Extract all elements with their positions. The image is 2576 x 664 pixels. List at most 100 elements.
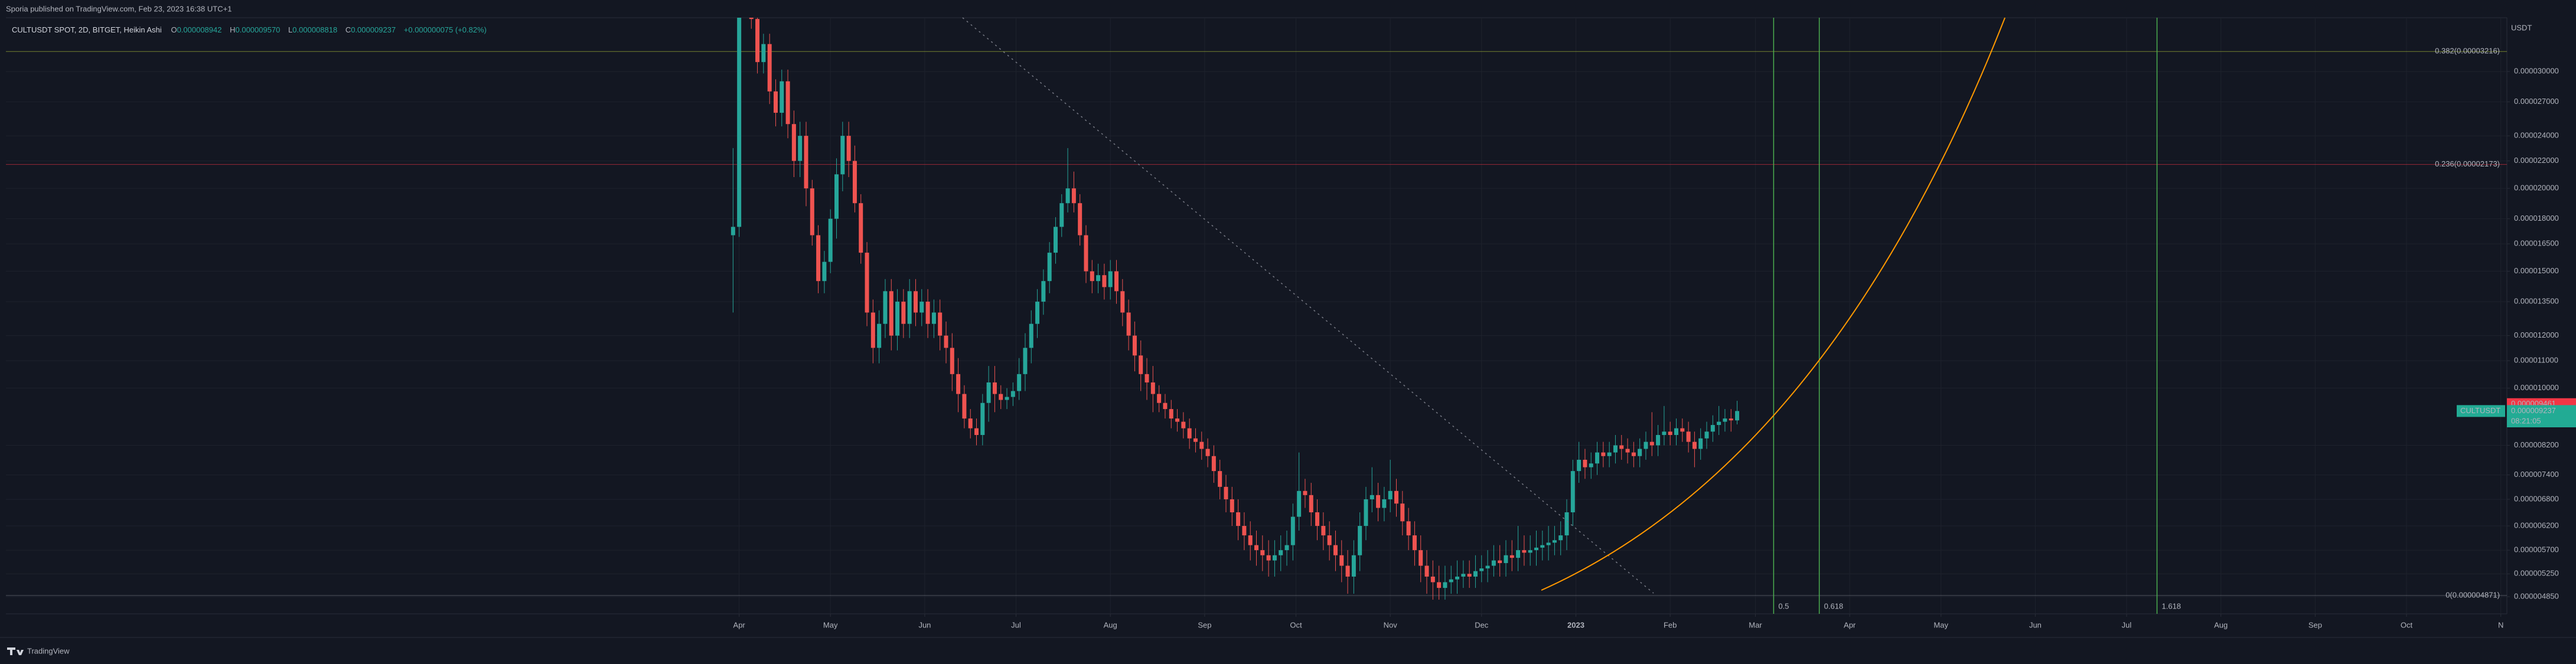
candle-body <box>1473 571 1478 577</box>
candle-body <box>798 136 803 161</box>
candle-body <box>1376 495 1381 508</box>
candle-body <box>1723 418 1727 422</box>
candle-body <box>865 253 869 313</box>
candle-body <box>1315 512 1320 526</box>
price-tag-bg <box>2507 405 2576 417</box>
candle-body <box>780 81 784 113</box>
candle-body <box>1199 441 1204 449</box>
x-tick-label: Feb <box>1664 620 1677 629</box>
candle-body <box>1108 271 1113 287</box>
candle-body <box>1686 431 1691 442</box>
candle-body <box>999 394 1003 400</box>
candle-body <box>1242 526 1247 536</box>
candle-body <box>1309 495 1313 512</box>
x-tick-label: N <box>2498 620 2503 629</box>
candle-body <box>1102 275 1107 287</box>
candle-body <box>1041 281 1046 302</box>
candle-body <box>1327 535 1332 545</box>
candle-body <box>1638 449 1642 456</box>
candle-body <box>1540 545 1545 548</box>
x-tick-label: Mar <box>1749 620 1762 629</box>
candle-body <box>883 291 888 324</box>
candle-body <box>1595 452 1600 464</box>
candle-body <box>1120 291 1125 313</box>
candle-body <box>1717 421 1721 426</box>
candle-body <box>1345 565 1350 577</box>
x-tick-label: May <box>1933 620 1948 629</box>
candle-body <box>1546 542 1551 545</box>
candle-body <box>1053 227 1058 253</box>
candle-body <box>1522 550 1527 553</box>
candle-body <box>1139 355 1143 374</box>
y-tick-label: 0.000020000 <box>2514 184 2559 192</box>
fib-level-label: 0.236(0.00002173) <box>2435 159 2500 168</box>
curve-drawing <box>1541 17 2006 591</box>
candle-body <box>1467 574 1472 577</box>
candle-body <box>1498 560 1502 564</box>
candle-body <box>1010 391 1015 397</box>
candle-body <box>1297 490 1302 517</box>
candle-body <box>870 312 875 348</box>
candle-body <box>1090 271 1094 282</box>
legend-key: H <box>230 25 235 34</box>
candle-body <box>944 335 948 348</box>
candle-body <box>1358 526 1362 555</box>
candle-body <box>931 312 936 324</box>
candle-body <box>1369 495 1374 499</box>
y-tick-label: 0.000027000 <box>2514 97 2559 106</box>
x-tick-label: Sep <box>1198 620 1211 629</box>
candle-body <box>1729 418 1733 421</box>
x-tick-label: Jul <box>1011 620 1021 629</box>
candle-body <box>1193 438 1198 442</box>
candle-body <box>1364 499 1368 526</box>
candle-body <box>1047 253 1052 282</box>
candle-body <box>1419 550 1423 566</box>
candle-body <box>1169 409 1173 419</box>
price-tag-label: 0.000009237 <box>2511 406 2556 415</box>
y-tick-label: 0.000013500 <box>2514 297 2559 306</box>
x-tick-label: Sep <box>2308 620 2322 629</box>
y-tick-label: 0.000005250 <box>2514 569 2559 578</box>
candle-body <box>1224 486 1228 499</box>
candle-body <box>895 302 900 336</box>
candle-body <box>1412 535 1417 551</box>
x-tick-label: Apr <box>733 620 746 629</box>
candle-body <box>1601 452 1606 456</box>
legend-value: 0.000009237 <box>351 25 396 34</box>
legend-value: 0.000008818 <box>292 25 337 34</box>
candle-body <box>1437 582 1442 588</box>
candle-body <box>1029 323 1033 348</box>
countdown-bg <box>2507 416 2576 427</box>
y-tick-label: 0.000015000 <box>2514 266 2559 275</box>
x-tick-label: Nov <box>1384 620 1398 629</box>
x-tick-label: May <box>823 620 838 629</box>
candle-body <box>1504 555 1508 564</box>
candle-body <box>1279 550 1283 555</box>
candle-body <box>1144 374 1149 382</box>
candle-body <box>1491 560 1496 566</box>
brand-name: TradingView <box>27 646 70 655</box>
candle-body <box>1552 540 1557 543</box>
x-tick-label: Aug <box>1104 620 1117 629</box>
candle-body <box>938 312 943 336</box>
y-tick-label: 0.000011000 <box>2514 356 2558 365</box>
candle-body <box>1290 516 1295 545</box>
candle-body <box>1205 449 1210 456</box>
candle-body <box>1394 490 1398 504</box>
y-tick-label: 0.000016500 <box>2514 239 2559 248</box>
y-tick-label: 0.000012000 <box>2514 331 2559 339</box>
y-tick-label: 0.000024000 <box>2514 131 2559 140</box>
candle-body <box>1096 275 1101 282</box>
candle-body <box>1126 312 1131 336</box>
x-tick-label: Oct <box>1290 620 1302 629</box>
candle-body <box>1084 235 1088 272</box>
y-tick-label: 0.000004850 <box>2514 591 2559 600</box>
candle-body <box>1071 188 1076 204</box>
legend-value: 0.000009570 <box>236 25 281 34</box>
candle-body <box>1303 490 1307 495</box>
candle-body <box>1649 441 1654 446</box>
candle-body <box>1704 431 1709 439</box>
candle-body <box>1443 582 1447 588</box>
candle-body <box>1644 441 1648 449</box>
